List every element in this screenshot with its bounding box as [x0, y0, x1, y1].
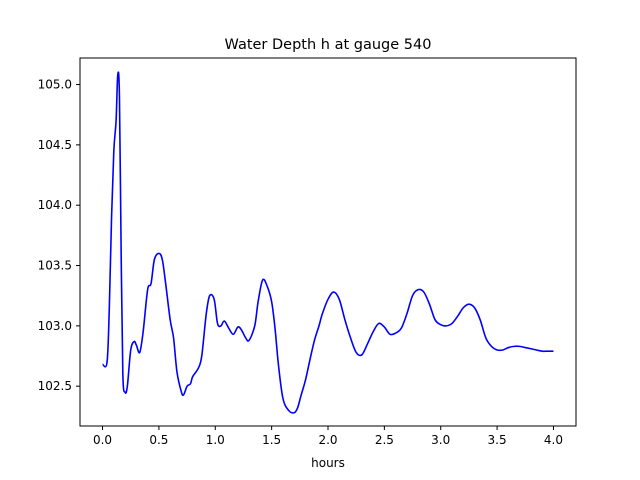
- x-tick-label: 3.0: [431, 433, 450, 447]
- x-axis: 0.0 0.5 1.0 1.5 2.0 2.5 3.0 3.5 4.0: [93, 426, 563, 447]
- y-tick-label: 103.0: [38, 319, 72, 333]
- x-tick-label: 2.0: [318, 433, 337, 447]
- x-axis-label: hours: [311, 456, 345, 470]
- plot-frame: [79, 57, 577, 427]
- x-tick-label: 0.5: [149, 433, 168, 447]
- y-tick-label: 102.5: [38, 379, 72, 393]
- y-tick-label: 104.5: [38, 138, 72, 152]
- x-tick-label: 3.5: [488, 433, 507, 447]
- plot-area: [101, 71, 554, 414]
- y-axis: 102.5 103.0 103.5 104.0 104.5 105.0: [38, 78, 80, 393]
- y-tick-label: 104.0: [38, 198, 72, 212]
- x-tick-label: 4.0: [544, 433, 563, 447]
- y-tick-label: 105.0: [38, 78, 72, 92]
- x-tick-label: 1.5: [262, 433, 281, 447]
- chart-title: Water Depth h at gauge 540: [225, 37, 432, 53]
- series-line: [101, 71, 554, 414]
- x-tick-label: 0.0: [93, 433, 112, 447]
- x-tick-label: 2.5: [375, 433, 394, 447]
- y-tick-label: 103.5: [38, 259, 72, 273]
- x-tick-label: 1.0: [206, 433, 225, 447]
